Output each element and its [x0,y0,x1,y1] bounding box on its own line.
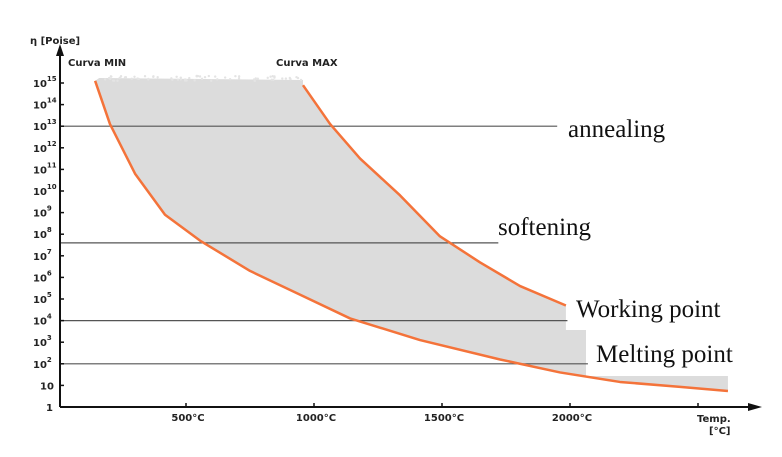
band-speckle [229,78,231,80]
band-speckle [193,79,195,81]
x-axis-label: Temp. [697,414,731,425]
band-speckle [116,80,118,82]
curve-max-label: Curva MAX [276,58,338,69]
y-tick-label: 106 [33,269,52,284]
y-tick-label: 1013 [33,118,57,133]
y-tick-label: 103 [33,334,52,349]
band-speckle [234,75,236,77]
y-axis-label: η [Poise] [30,36,80,47]
band-speckle [133,76,135,78]
band-speckle [171,79,173,81]
band-speckle [119,77,121,79]
band-speckle [281,77,283,79]
y-tick-label: 1 [46,403,53,414]
band-speckle [144,75,146,77]
x-tick-label: 2000°C [552,413,592,424]
band-speckle [254,80,256,82]
y-tick-label: 1010 [33,183,57,198]
band-speckle [272,79,274,81]
band-speckle [238,77,240,79]
y-tick-label: 1012 [33,140,57,155]
curve-min-label: Curva MIN [68,58,126,69]
y-tick-label: 107 [33,248,52,263]
band-speckle [300,79,302,81]
band-speckle [285,77,287,79]
band-speckle [214,75,216,77]
band-speckle [188,77,190,79]
y-tick-label: 1011 [33,161,57,176]
band-speckle [175,76,177,78]
y-tick-label: 1015 [33,75,57,90]
band-speckle [180,76,182,78]
band-speckle [136,77,138,79]
band-speckle [267,77,269,79]
y-tick-label: 10 [40,381,54,392]
band-speckle [113,80,115,82]
y-tick-label: 102 [33,356,52,371]
band-speckle [177,78,179,80]
band-speckle [104,78,106,80]
y-tick-label: 109 [33,205,52,220]
band-speckle [185,78,187,80]
y-tick-label: 104 [33,313,52,328]
band-speckle [195,75,197,77]
band-speckle [210,80,212,82]
x-tick-label: 500°C [171,413,204,424]
band-speckle [108,77,110,79]
band-speckle [156,76,158,78]
viscosity-temperature-chart: η [Poise] Temp. [°C] 1 10 102 103 104 105 106 1… [0,0,782,457]
band-speckle [272,75,274,77]
band-speckle [208,75,210,77]
reference-label-melting-point: Melting point [596,341,733,368]
band-speckle [204,76,206,78]
band-speckle [295,76,297,78]
reference-label-working-point: Working point [576,296,721,323]
band-speckle [110,75,112,77]
band-speckle [269,76,271,78]
y-tick-label: 105 [33,291,52,306]
x-tick-label: 1000°C [296,413,336,424]
reference-label-annealing: annealing [568,116,666,143]
x-axis-arrow [748,403,762,411]
x-tick-label: 1500°C [424,413,464,424]
band-speckle [216,78,218,80]
band-speckle [224,76,226,78]
band-speckle [131,78,133,80]
band-speckle [257,78,259,80]
band-speckle [147,78,149,80]
band-speckle [201,78,203,80]
band-speckle [152,75,154,77]
band-speckle [199,75,201,77]
reference-label-softening: softening [498,214,592,241]
y-tick-label: 1014 [33,97,57,112]
y-tick-label: 108 [33,226,52,241]
band-speckle [289,77,291,79]
x-axis-unit: [°C] [709,426,730,437]
band-speckle [125,76,127,78]
